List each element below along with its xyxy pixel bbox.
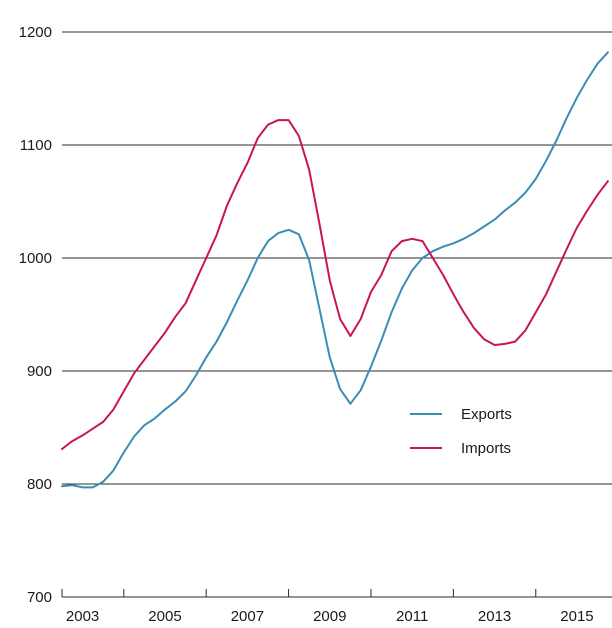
y-tick-label: 800	[27, 476, 52, 493]
x-tick-label: 2003	[66, 608, 99, 625]
x-tick-label: 2015	[560, 608, 593, 625]
y-tick-label: 1100	[20, 137, 52, 154]
y-tick-label: 1000	[19, 250, 52, 267]
legend-label-exports: Exports	[461, 406, 512, 423]
x-tick-labels: 2003 2005 2007 2009 2011 2013 2015	[66, 608, 594, 625]
y-tick-label: 900	[27, 363, 52, 380]
horizontal-gridlines	[62, 31, 612, 598]
x-tick-label: 2007	[231, 608, 264, 625]
series-line-imports	[61, 119, 609, 450]
x-tick-label: 2005	[148, 608, 181, 625]
x-tick-label: 2013	[478, 608, 511, 625]
series-line-exports	[61, 51, 609, 489]
legend-label-imports: Imports	[461, 440, 511, 457]
y-tick-label: 700	[27, 589, 52, 606]
legend: Exports Imports	[410, 406, 512, 457]
y-tick-label: 1200	[19, 24, 52, 41]
x-axis	[61, 589, 537, 597]
series-lines	[61, 51, 609, 489]
x-tick-label: 2011	[396, 608, 428, 625]
x-tick-label: 2009	[313, 608, 346, 625]
y-tick-labels: 700 800 900 1000 1100 1200	[19, 24, 52, 606]
